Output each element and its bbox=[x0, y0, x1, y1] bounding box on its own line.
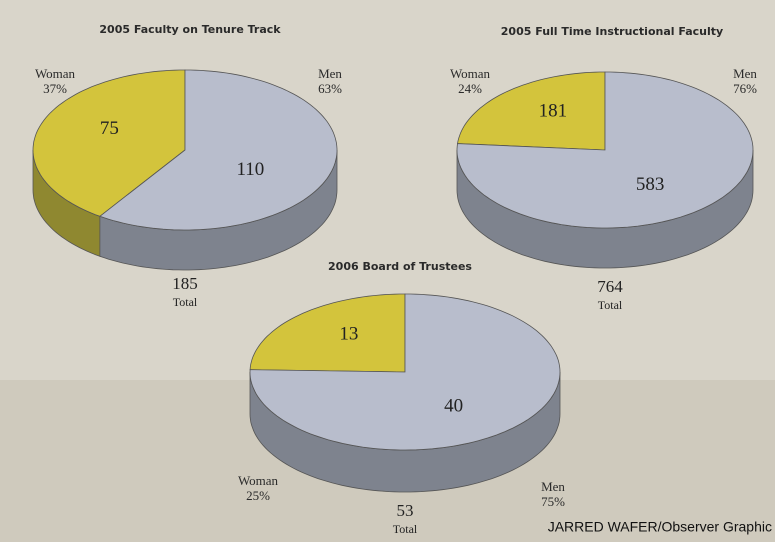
legend-label: Woman bbox=[450, 66, 491, 81]
percent-label: 76% bbox=[733, 81, 757, 96]
total-label: Total bbox=[393, 522, 418, 536]
percent-label: 25% bbox=[246, 488, 270, 503]
chart-title: 2006 Board of Trustees bbox=[328, 260, 472, 273]
total-value: 53 bbox=[397, 501, 414, 520]
legend-label: Men bbox=[318, 66, 342, 81]
legend-label: Men bbox=[733, 66, 757, 81]
legend-label: Men bbox=[541, 479, 565, 494]
legend-label: Woman bbox=[35, 66, 76, 81]
total-value: 185 bbox=[172, 274, 198, 293]
credit: JARRED WAFER/Observer Graphic bbox=[548, 519, 772, 535]
slice-label: 13 bbox=[339, 323, 358, 344]
slice-label: 40 bbox=[444, 396, 463, 417]
total-label: Total bbox=[173, 295, 198, 309]
slice-label: 75 bbox=[100, 118, 119, 139]
graphic: JARRED WAFER/Observer Graphic 75Woman37%… bbox=[0, 0, 775, 542]
slice-label: 110 bbox=[237, 159, 265, 180]
slice-label: 181 bbox=[539, 101, 568, 122]
percent-label: 75% bbox=[541, 494, 565, 509]
legend-label: Woman bbox=[238, 473, 279, 488]
percent-label: 37% bbox=[43, 81, 67, 96]
total-value: 764 bbox=[597, 277, 623, 296]
chart-title: 2005 Faculty on Tenure Track bbox=[99, 23, 281, 36]
percent-label: 24% bbox=[458, 81, 482, 96]
percent-label: 63% bbox=[318, 81, 342, 96]
slice-label: 583 bbox=[636, 174, 665, 195]
chart-title: 2005 Full Time Instructional Faculty bbox=[501, 25, 723, 38]
total-label: Total bbox=[598, 298, 623, 312]
